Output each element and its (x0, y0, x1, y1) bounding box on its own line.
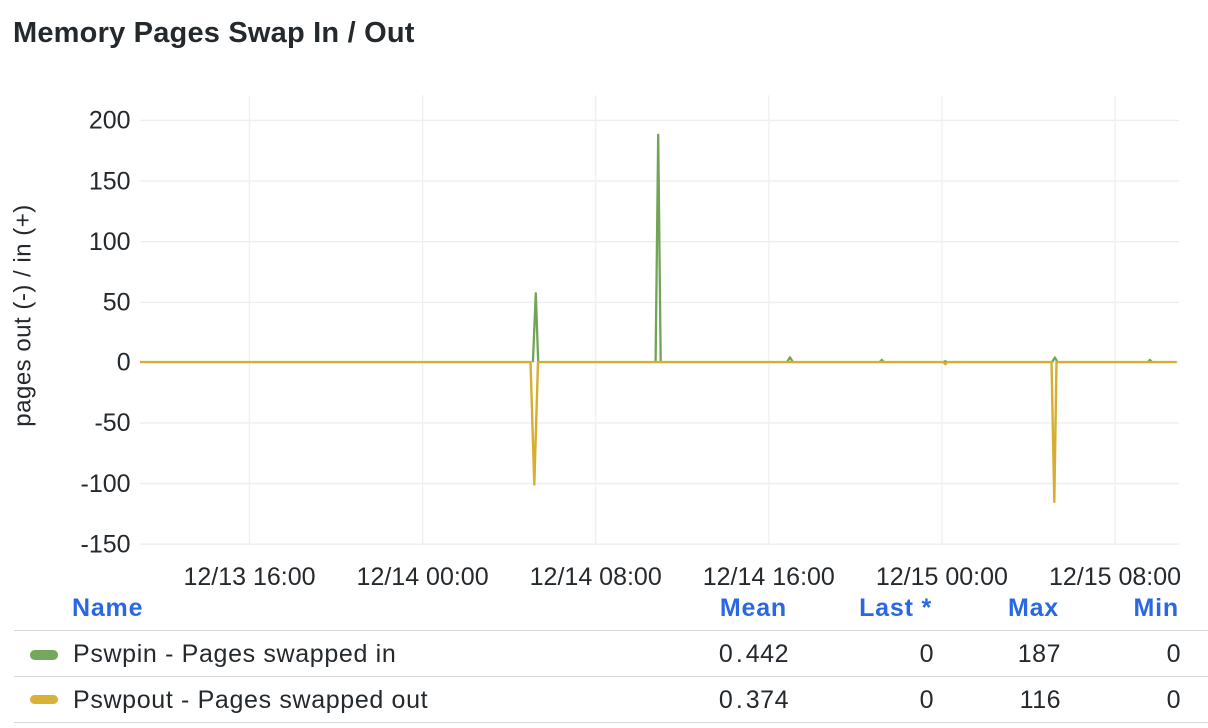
svg-text:50: 50 (103, 289, 131, 317)
svg-text:200: 200 (89, 107, 131, 135)
svg-text:12/13 16:00: 12/13 16:00 (183, 563, 315, 591)
svg-text:pages out (-) / in (+): pages out (-) / in (+) (10, 204, 37, 426)
svg-text:150: 150 (89, 167, 131, 195)
svg-text:12/14 16:00: 12/14 16:00 (703, 563, 835, 591)
svg-text:-150: -150 (81, 531, 131, 559)
svg-text:0: 0 (117, 348, 131, 376)
svg-text:-50: -50 (94, 409, 130, 437)
svg-text:-100: -100 (81, 470, 131, 498)
svg-text:12/15 00:00: 12/15 00:00 (876, 563, 1008, 591)
svg-text:12/15 08:00: 12/15 08:00 (1049, 563, 1181, 591)
svg-text:100: 100 (89, 228, 131, 256)
svg-text:12/14 00:00: 12/14 00:00 (357, 563, 489, 591)
svg-text:12/14 08:00: 12/14 08:00 (530, 563, 662, 591)
